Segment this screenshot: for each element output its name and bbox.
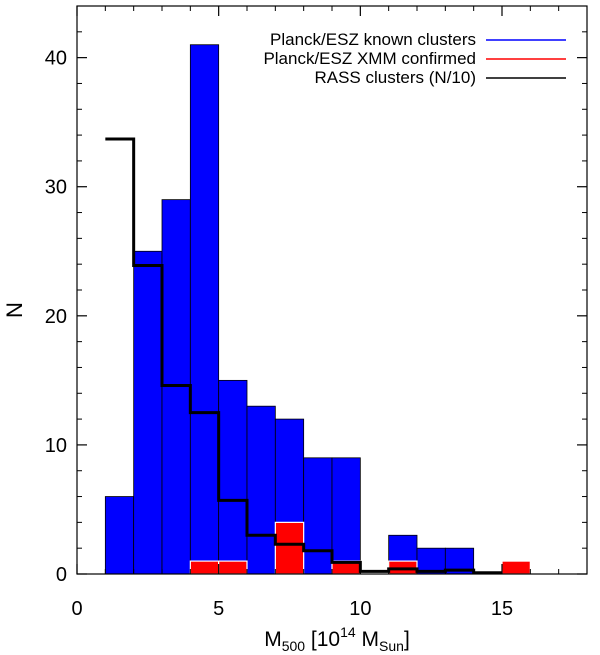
- red-bar-1: [218, 560, 248, 575]
- blue-bar-8: [331, 457, 361, 575]
- x-label-sub2: Sun: [379, 638, 404, 654]
- blue-bar-4: [218, 379, 248, 575]
- x-axis-label: M500 [1014 MSun]: [264, 624, 410, 654]
- y-tick-label-1: 10: [45, 435, 67, 457]
- x-tick-label-0: 0: [71, 598, 82, 620]
- rass-step-line: [105, 137, 502, 575]
- x-label-main: M: [264, 628, 282, 651]
- y-axis-label: N: [2, 302, 27, 318]
- blue-bar-3: [189, 44, 220, 575]
- y-tick-label-4: 40: [45, 48, 67, 70]
- red-bar-0: [189, 560, 220, 575]
- y-tick-label-2: 20: [45, 306, 67, 328]
- x-label-sup: 14: [340, 624, 356, 640]
- x-label-open: [10: [305, 628, 340, 651]
- x-label-sub1: 500: [282, 638, 306, 654]
- legend-label-0: Planck/ESZ known clusters: [270, 30, 476, 49]
- legend-label-2: RASS clusters (N/10): [314, 68, 476, 87]
- red-bar-2: [274, 521, 305, 575]
- y-tick-label-3: 30: [45, 177, 67, 199]
- x-tick-label-3: 15: [491, 598, 513, 620]
- step-layer: [105, 137, 502, 575]
- x-label-mid: M: [356, 628, 379, 651]
- blue-bar-1: [133, 250, 163, 575]
- blue-bar-7: [303, 457, 333, 575]
- y-tick-label-0: 0: [56, 564, 67, 586]
- legend-label-1: Planck/ESZ XMM confirmed: [263, 49, 476, 68]
- x-tick-label-2: 10: [349, 598, 371, 620]
- ticks-layer: 0 5 10 15 0 10 20 30 40: [45, 5, 588, 620]
- blue-bar-5: [246, 405, 276, 575]
- x-label-close: ]: [404, 628, 410, 651]
- red-bar-5: [501, 560, 531, 575]
- x-tick-label-1: 5: [213, 598, 224, 620]
- blue-bar-0: [104, 496, 135, 575]
- bars-layer: [104, 44, 531, 575]
